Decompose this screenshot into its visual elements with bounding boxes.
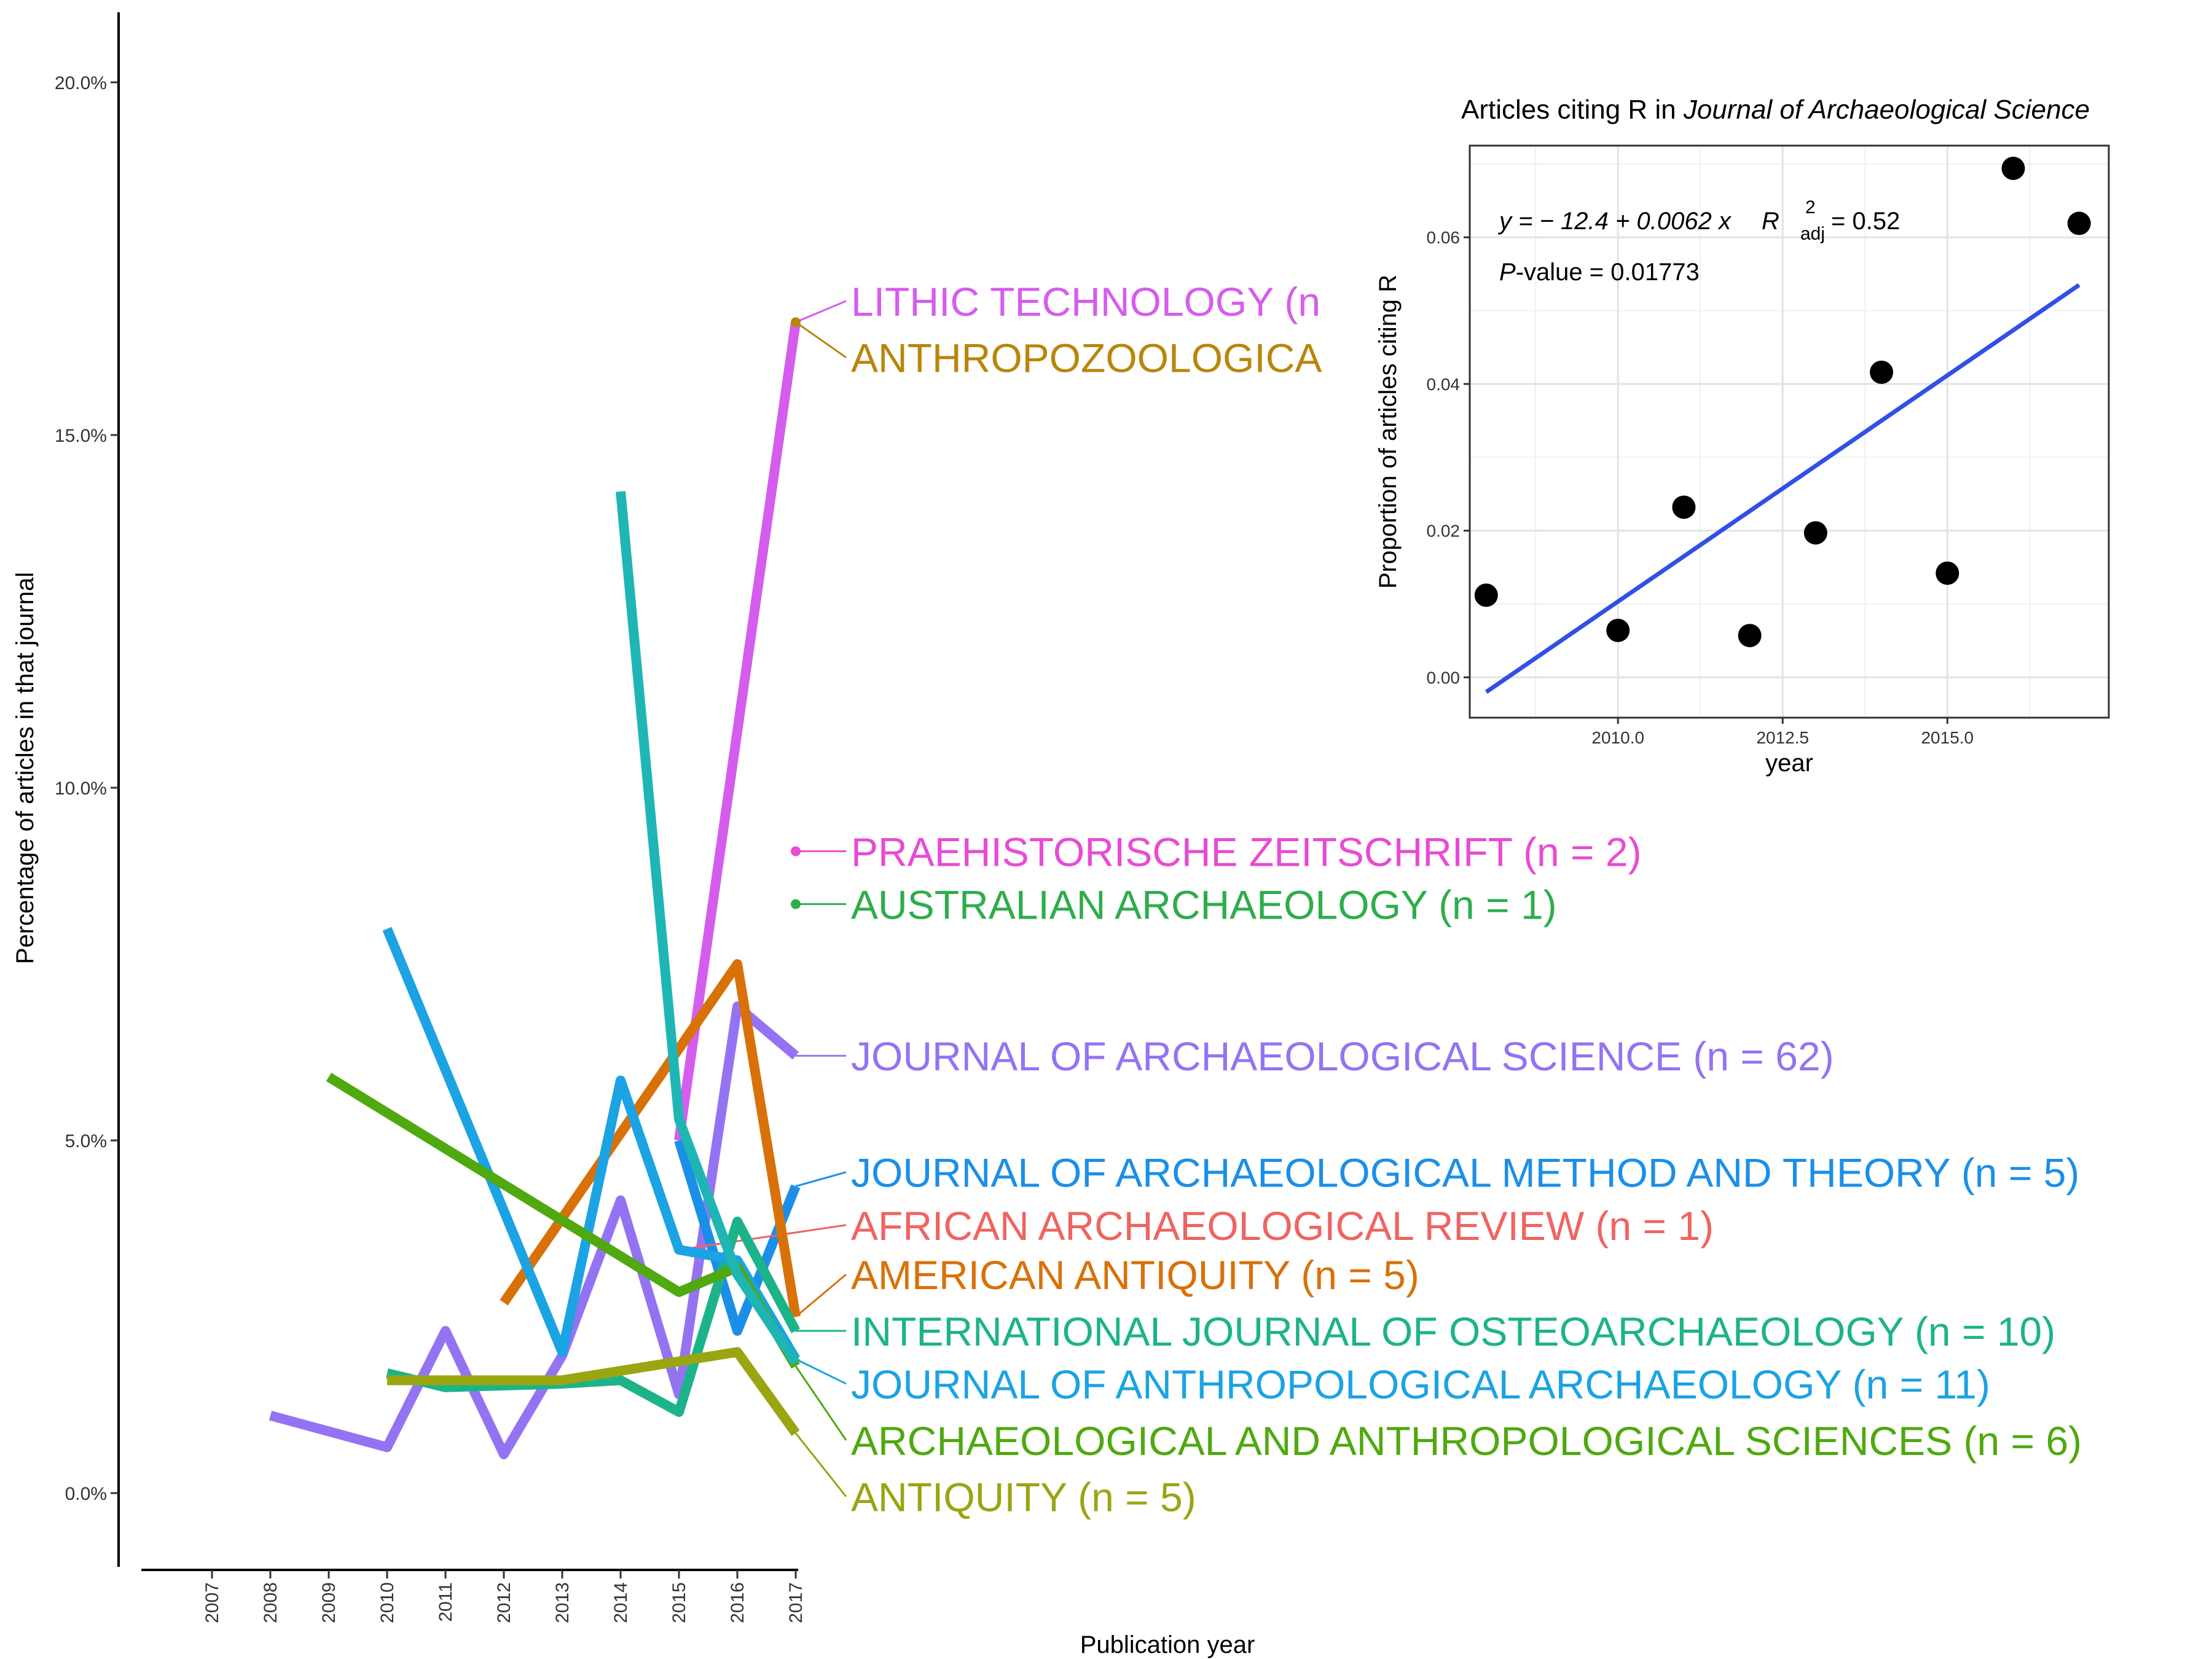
series-line [500,959,801,1318]
series-line [382,927,800,1362]
inset-title: Articles citing R in Journal of Archaeol… [1461,95,2090,125]
inset-y-tick-label: 0.00 [1427,668,1461,687]
series-line [674,321,801,1142]
inset-r2-value: = 0.52 [1831,208,1900,235]
inset-data-point [1672,495,1696,519]
y-tick-label: 20.0% [55,73,107,93]
inset-y-tick-label: 0.04 [1427,375,1461,394]
x-tick-label: 2017 [786,1582,806,1623]
series-lithic-technology-n: LITHIC TECHNOLOGY (n [674,279,1320,1142]
inset-pvalue: P-value = 0.01773 [1499,259,1700,286]
label-connector [794,1432,847,1497]
inset-regression-line [1484,283,2081,694]
series-archaeological-and-anthropological-sciences-n-6: ARCHAEOLOGICAL AND ANTHROPOLOGICAL SCIEN… [326,1072,2082,1464]
inset-y-tick-label: 0.02 [1427,522,1461,541]
inset-data-point [1738,624,1762,648]
inset-y-tick-label: 0.06 [1427,228,1461,247]
inset-x-tick-label: 2015.0 [1921,728,1974,747]
series-label: ANTIQUITY (n = 5) [851,1475,1196,1520]
series-label: JOURNAL OF ARCHAEOLOGICAL METHOD AND THE… [851,1150,2079,1196]
label-connector [794,1365,847,1441]
series-american-antiquity-n-5: AMERICAN ANTIQUITY (n = 5) [500,959,1419,1318]
y-tick-label: 15.0% [55,426,107,446]
y-tick-label: 10.0% [55,779,107,799]
inset-equation: y = − 12.4 + 0.0062 x R [1497,208,1779,235]
series-label: ARCHAEOLOGICAL AND ANTHROPOLOGICAL SCIEN… [851,1418,2082,1464]
inset-r2-superscript: 2 [1805,197,1816,218]
series-label: AMERICAN ANTIQUITY (n = 5) [851,1252,1419,1298]
inset-title-italic: Journal of Archaeological Science [1683,95,2090,125]
series-line [326,1072,800,1369]
inset-pvalue-symbol: P [1499,259,1516,286]
series-african-archaeological-review-n-1: AFRICAN ARCHAEOLOGICAL REVIEW (n = 1) [674,1203,1714,1255]
x-tick-label: 2015 [669,1582,689,1623]
inset-panel [1470,146,2109,718]
series-international-journal-of-osteoarchaeology-n-10: INTERNATIONAL JOURNAL OF OSTEOARCHAEOLOG… [386,1217,2055,1417]
x-axis-title: Publication year [1080,1631,1255,1658]
y-axis-title: Percentage of articles in that journal [12,572,39,964]
label-connector [795,321,847,358]
series-antiquity-n-5: ANTIQUITY (n = 5) [387,1347,1196,1520]
series-praehistorische-zeitschrift-n-2: PRAEHISTORISCHE ZEITSCHRIFT (n = 2) [791,829,1642,874]
inset-pvalue-text: -value = 0.01773 [1516,259,1700,286]
x-tick-label: 2007 [202,1582,222,1623]
inset-border [1469,144,2110,719]
inset-data-point [1474,583,1498,607]
label-connector [795,1358,847,1385]
inset-x-tick-label: 2012.5 [1756,728,1809,747]
series-label: INTERNATIONAL JOURNAL OF OSTEOARCHAEOLOG… [851,1309,2055,1354]
series-line [387,1347,800,1437]
inset-equation-text: y = − 12.4 + 0.0062 x [1497,208,1732,235]
x-tick-label: 2010 [377,1582,398,1623]
label-connector [795,1171,847,1188]
inset-data-point [1870,360,1894,384]
x-tick-label: 2012 [494,1582,514,1623]
series-series [616,491,800,1366]
inset-x-axis-title: year [1765,750,1813,777]
series-label: AFRICAN ARCHAEOLOGICAL REVIEW (n = 1) [851,1203,1714,1249]
inset-data-point [1606,618,1630,642]
x-tick-label: 2013 [552,1582,573,1623]
x-tick-label: 2008 [261,1582,281,1623]
x-tick-label: 2011 [436,1582,456,1622]
series-label: JOURNAL OF ARCHAEOLOGICAL SCIENCE (n = 6… [851,1033,1834,1079]
x-tick-label: 2014 [611,1582,631,1623]
inset-data-point [2067,211,2091,235]
inset-plot: 2010.0 2012.5 2015.0 0.00 0.02 0.04 0.06 year Pr… [1375,95,2110,777]
inset-data-point [1803,521,1827,545]
x-tick-label: 2009 [319,1582,339,1623]
inset-r2-symbol: R [1762,208,1779,235]
series-australian-archaeology-n-1: AUSTRALIAN ARCHAEOLOGY (n = 1) [791,882,1557,927]
main-plot: 0.0% 5.0% 10.0% 15.0% 20.0% 2007 2008 2009 2010 2… [12,12,2082,1658]
label-connector [795,300,847,323]
label-connector [795,1273,847,1318]
series-label: AUSTRALIAN ARCHAEOLOGY (n = 1) [851,882,1557,927]
inset-r2-subscript: adj [1800,224,1825,244]
inset-data-point [1936,561,1959,585]
x-tick-label: 2016 [728,1582,748,1623]
y-tick-label: 0.0% [65,1484,107,1504]
series-label: ANTHROPOZOOLOGICA [851,335,1322,381]
series-line [386,1217,801,1417]
series-journal-of-archaeological-method-and-theory-n-5: JOURNAL OF ARCHAEOLOGICAL METHOD AND THE… [674,1139,2079,1336]
series-label: JOURNAL OF ANTHROPOLOGICAL ARCHAEOLOGY (… [851,1362,1990,1407]
inset-y-axis-title: Proportion of articles citing R [1375,275,1402,589]
inset-data-point [2001,157,2025,181]
series-label: PRAEHISTORISCHE ZEITSCHRIFT (n = 2) [851,829,1642,874]
inset-x-tick-label: 2010.0 [1591,728,1644,747]
series-journal-of-anthropological-archaeology-n-11: JOURNAL OF ANTHROPOLOGICAL ARCHAEOLOGY (… [382,927,1990,1407]
series-label: LITHIC TECHNOLOGY (n [851,279,1320,324]
series-line [616,491,800,1366]
series-anthropozoologica: ANTHROPOZOOLOGICA [791,317,1322,381]
label-connector [678,1224,847,1251]
inset-title-plain: Articles citing R in [1461,95,1684,125]
y-tick-label: 5.0% [65,1131,107,1151]
